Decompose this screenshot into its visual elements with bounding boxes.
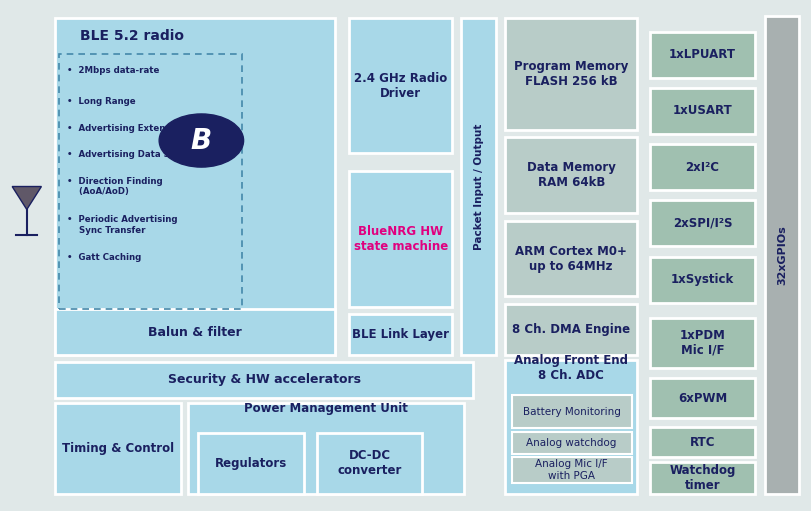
Text: RTC: RTC — [689, 435, 714, 449]
FancyBboxPatch shape — [504, 304, 637, 355]
Text: Analog Front End
8 Ch. ADC: Analog Front End 8 Ch. ADC — [513, 354, 627, 382]
FancyBboxPatch shape — [55, 18, 335, 355]
Text: Timing & Control: Timing & Control — [62, 442, 174, 455]
Text: Regulators: Regulators — [215, 457, 286, 470]
FancyBboxPatch shape — [349, 18, 452, 153]
FancyBboxPatch shape — [316, 433, 422, 494]
Text: •  Long Range: • Long Range — [67, 97, 136, 106]
FancyBboxPatch shape — [188, 403, 464, 494]
FancyBboxPatch shape — [649, 462, 754, 494]
FancyBboxPatch shape — [649, 257, 754, 303]
Text: DC-DC
converter: DC-DC converter — [337, 450, 401, 477]
Text: ARM Cortex M0+
up to 64MHz: ARM Cortex M0+ up to 64MHz — [515, 245, 626, 272]
Text: Program Memory
FLASH 256 kB: Program Memory FLASH 256 kB — [513, 60, 628, 88]
FancyBboxPatch shape — [649, 32, 754, 78]
Text: 32xGPIOs: 32xGPIOs — [776, 226, 786, 285]
Circle shape — [159, 114, 243, 167]
Text: 8 Ch. DMA Engine: 8 Ch. DMA Engine — [512, 323, 629, 336]
Text: •  Advertising Data Set: • Advertising Data Set — [67, 150, 180, 159]
Text: BLE Link Layer: BLE Link Layer — [352, 328, 448, 341]
Text: Analog Mic I/F
with PGA: Analog Mic I/F with PGA — [534, 459, 607, 481]
Text: •  2Mbps data-rate: • 2Mbps data-rate — [67, 66, 160, 76]
FancyBboxPatch shape — [349, 314, 452, 355]
Text: B: B — [191, 127, 212, 154]
Text: BlueNRG HW
state machine: BlueNRG HW state machine — [353, 225, 448, 253]
FancyBboxPatch shape — [198, 433, 303, 494]
FancyBboxPatch shape — [511, 457, 631, 483]
FancyBboxPatch shape — [649, 200, 754, 246]
FancyBboxPatch shape — [504, 18, 637, 130]
Text: Balun & filter: Balun & filter — [148, 326, 242, 339]
Text: Data Memory
RAM 64kB: Data Memory RAM 64kB — [526, 161, 615, 189]
Text: 1xSystick: 1xSystick — [670, 273, 733, 286]
Text: •  Periodic Advertising
    Sync Transfer: • Periodic Advertising Sync Transfer — [67, 215, 178, 235]
FancyBboxPatch shape — [504, 137, 637, 213]
Text: 1xUSART: 1xUSART — [672, 104, 732, 118]
Text: 6xPWM: 6xPWM — [677, 391, 726, 405]
Text: Power Management Unit: Power Management Unit — [244, 402, 408, 415]
FancyBboxPatch shape — [649, 427, 754, 457]
FancyBboxPatch shape — [511, 395, 631, 428]
FancyBboxPatch shape — [649, 318, 754, 368]
Text: •  Direction Finding
    (AoA/AoD): • Direction Finding (AoA/AoD) — [67, 177, 163, 196]
Text: Packet Input / Output: Packet Input / Output — [473, 123, 483, 250]
Text: 1xLPUART: 1xLPUART — [668, 48, 735, 61]
Text: Battery Monitoring: Battery Monitoring — [522, 407, 620, 416]
FancyBboxPatch shape — [461, 18, 496, 355]
Text: 2xSPI/I²S: 2xSPI/I²S — [672, 217, 732, 230]
FancyBboxPatch shape — [55, 362, 473, 398]
Text: 2xI²C: 2xI²C — [684, 160, 719, 174]
FancyBboxPatch shape — [504, 221, 637, 296]
Bar — [59, 54, 242, 309]
FancyBboxPatch shape — [511, 432, 631, 454]
Text: •  Gatt Caching: • Gatt Caching — [67, 253, 141, 263]
Text: Analog watchdog: Analog watchdog — [526, 438, 616, 448]
Text: BLE 5.2 radio: BLE 5.2 radio — [80, 29, 184, 43]
Text: Security & HW accelerators: Security & HW accelerators — [168, 373, 360, 386]
FancyBboxPatch shape — [649, 144, 754, 190]
Text: •  Advertising Extension: • Advertising Extension — [67, 124, 186, 133]
FancyBboxPatch shape — [55, 403, 181, 494]
Text: 1xPDM
Mic I/F: 1xPDM Mic I/F — [679, 329, 724, 357]
FancyBboxPatch shape — [349, 171, 452, 307]
Text: Watchdog
timer: Watchdog timer — [668, 464, 735, 492]
FancyBboxPatch shape — [55, 309, 335, 355]
FancyBboxPatch shape — [504, 360, 637, 494]
FancyBboxPatch shape — [649, 88, 754, 134]
Text: 2.4 GHz Radio
Driver: 2.4 GHz Radio Driver — [354, 72, 447, 100]
Polygon shape — [12, 187, 41, 210]
FancyBboxPatch shape — [764, 16, 798, 494]
FancyBboxPatch shape — [649, 378, 754, 418]
